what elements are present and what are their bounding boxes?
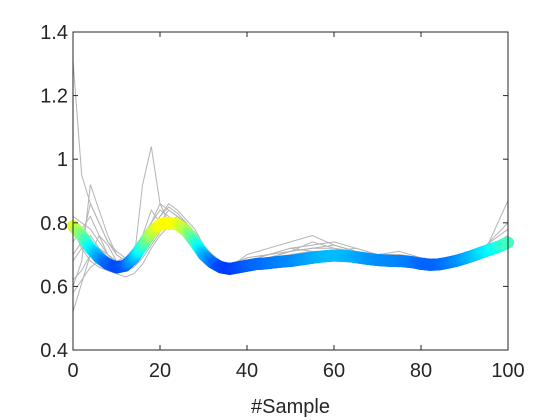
y-tick-label: 0.6 [40,276,68,298]
plot-area-background [73,32,508,350]
x-axis-ticks: 0 20 40 60 80 100 [67,32,525,382]
x-tick-label: 20 [149,360,171,382]
x-tick-label: 40 [236,360,258,382]
y-tick-label: 0.8 [40,213,68,235]
y-tick-label: 1 [57,149,68,171]
x-axis-label: #Sample [251,396,330,418]
x-tick-label: 100 [491,360,524,382]
x-tick-label: 60 [323,360,345,382]
x-tick-label: 0 [67,360,78,382]
y-tick-label: 1.2 [40,86,68,108]
y-axis-ticks: 0.4 0.6 0.8 1 1.2 1.4 [40,22,508,362]
mean-series-group [67,216,514,275]
axes-box [72,31,509,351]
y-tick-label: 0.4 [40,340,68,362]
x-tick-label: 80 [410,360,432,382]
y-tick-label: 1.4 [40,22,68,44]
